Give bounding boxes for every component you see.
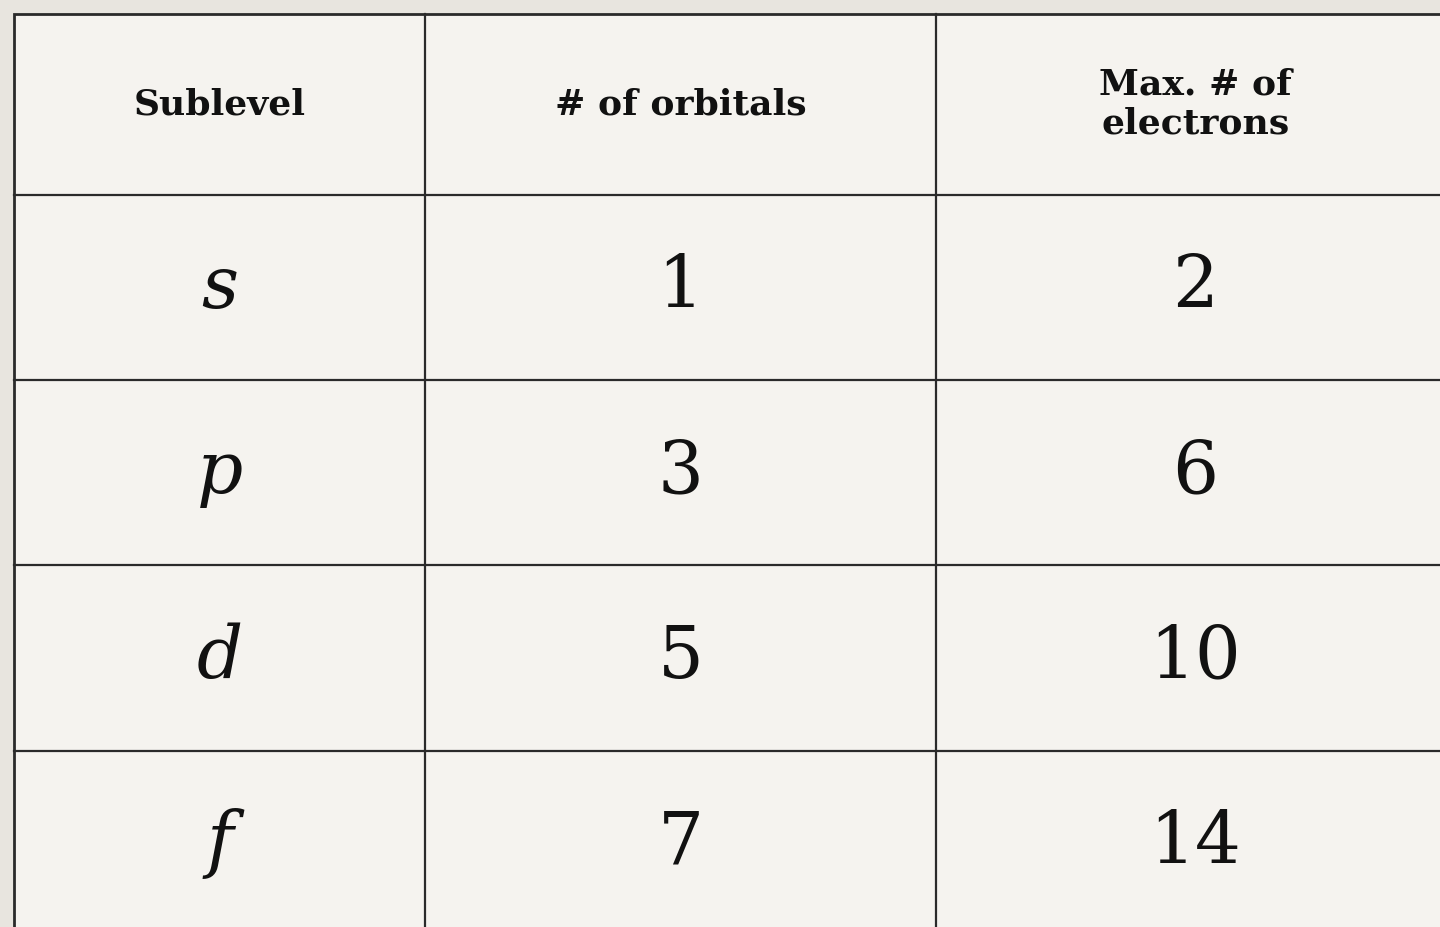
Bar <box>14 751 1440 927</box>
Text: # of orbitals: # of orbitals <box>554 87 806 121</box>
Text: s: s <box>202 252 238 323</box>
Text: d: d <box>196 623 243 693</box>
Text: f: f <box>206 808 233 879</box>
Bar <box>14 195 1440 380</box>
Text: 6: 6 <box>1172 438 1218 508</box>
Bar <box>14 380 1440 565</box>
Text: 7: 7 <box>658 808 703 879</box>
Text: Sublevel: Sublevel <box>134 87 305 121</box>
Text: 3: 3 <box>658 438 703 508</box>
Text: Max. # of
electrons: Max. # of electrons <box>1099 68 1292 141</box>
Text: 1: 1 <box>658 252 703 323</box>
Text: 10: 10 <box>1149 623 1241 693</box>
Text: p: p <box>196 438 243 508</box>
Bar <box>14 565 1440 751</box>
Text: 2: 2 <box>1172 252 1218 323</box>
Text: 14: 14 <box>1149 808 1241 879</box>
Text: 5: 5 <box>658 623 703 693</box>
Bar <box>14 14 1440 195</box>
